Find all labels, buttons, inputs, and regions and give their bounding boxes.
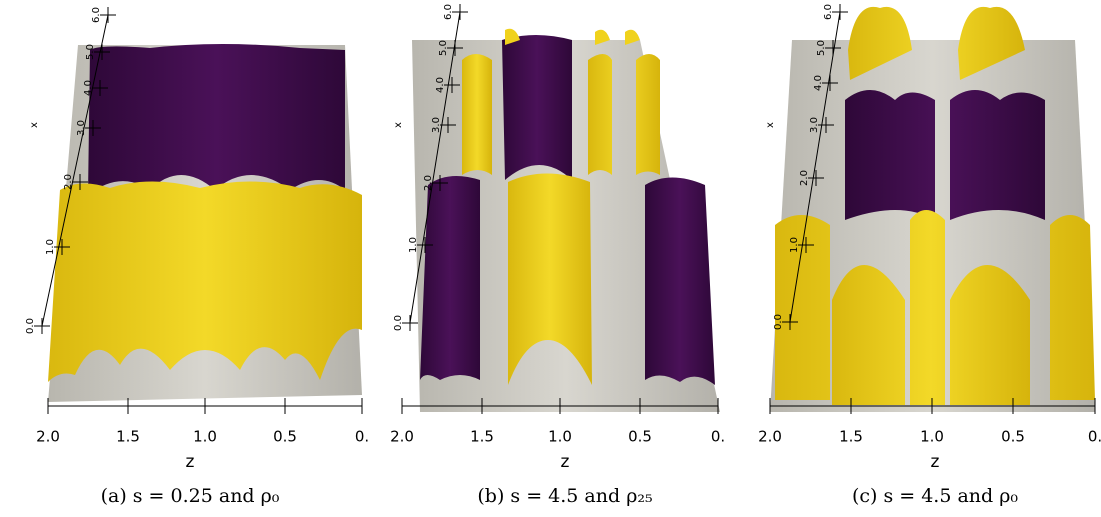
- x-tick-label: 3.0: [76, 120, 87, 136]
- x-axis: [789, 11, 841, 323]
- z-tick-label: 0.: [711, 428, 725, 446]
- x-tick-label: 6.0: [443, 4, 454, 20]
- x-tick-label: 2.0: [799, 170, 810, 186]
- x-axis: [409, 11, 461, 324]
- x-tick-label: 0.0: [25, 318, 36, 334]
- z-tick-label: 1.0: [920, 428, 944, 446]
- z-tick-label: 2.0: [390, 428, 414, 446]
- x-tick-label: 5.0: [85, 44, 96, 60]
- z-tick-label: 2.0: [36, 428, 60, 446]
- x-axis-label: x: [393, 122, 404, 128]
- z-tick-label: 0.5: [1001, 428, 1025, 446]
- x-axis-label: x: [29, 122, 40, 128]
- x-axis: [41, 14, 109, 327]
- render-b: [412, 28, 720, 412]
- z-tick-label: 0.5: [628, 428, 652, 446]
- caption: (a) s = 0.25 and ρ₀: [101, 485, 280, 507]
- caption: (b) s = 4.5 and ρ₂₅: [477, 485, 652, 507]
- x-tick-label: 0.0: [393, 315, 404, 331]
- render-a: [48, 44, 362, 402]
- z-tick-label: 1.5: [839, 428, 863, 446]
- x-tick-label: 5.0: [816, 40, 827, 56]
- x-tick-label: 4.0: [813, 75, 824, 91]
- z-axis-label: z: [931, 452, 940, 472]
- z-tick-label: 0.: [1088, 428, 1101, 446]
- x-tick-label: 4.0: [435, 77, 446, 93]
- x-tick-label: 1.0: [789, 237, 800, 253]
- x-tick-label: 2.0: [423, 175, 434, 191]
- x-tick-label: 4.0: [83, 80, 94, 96]
- x-tick-label: 2.0: [63, 174, 74, 190]
- z-axis-label: z: [561, 452, 570, 472]
- x-tick-label: 6.0: [823, 4, 834, 20]
- z-tick-label: 1.5: [116, 428, 140, 446]
- x-tick-label: 3.0: [431, 117, 442, 133]
- x-tick-label: 1.0: [408, 237, 419, 253]
- z-tick-label: 1.0: [548, 428, 572, 446]
- x-tick-label: 6.0: [91, 7, 102, 23]
- z-tick-label: 1.0: [193, 428, 217, 446]
- z-tick-label: 0.: [355, 428, 369, 446]
- caption: (c) s = 4.5 and ρ₀: [852, 485, 1018, 507]
- z-tick-label: 1.5: [470, 428, 494, 446]
- x-tick-label: 5.0: [438, 40, 449, 56]
- x-axis-label: x: [765, 122, 776, 128]
- x-tick-label: 0.0: [773, 314, 784, 330]
- x-tick-label: 3.0: [809, 117, 820, 133]
- x-tick-label: 1.0: [45, 239, 56, 255]
- render-c: [770, 6, 1095, 412]
- z-axis-label: z: [186, 452, 195, 472]
- z-tick-label: 0.5: [273, 428, 297, 446]
- z-tick-label: 2.0: [758, 428, 782, 446]
